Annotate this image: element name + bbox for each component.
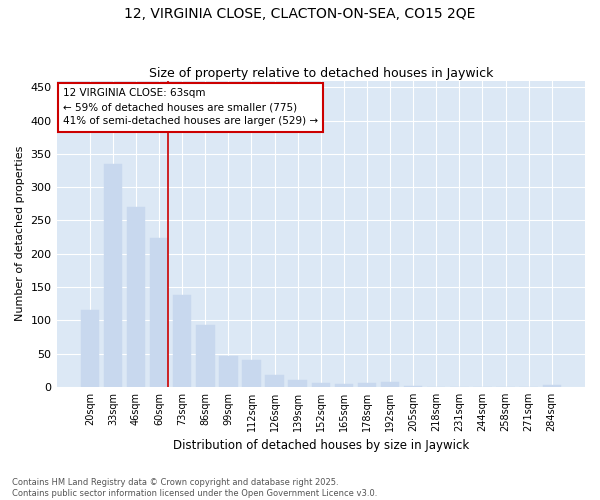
- Text: 12, VIRGINIA CLOSE, CLACTON-ON-SEA, CO15 2QE: 12, VIRGINIA CLOSE, CLACTON-ON-SEA, CO15…: [124, 8, 476, 22]
- Bar: [265, 375, 284, 387]
- Bar: [173, 295, 191, 387]
- Bar: [150, 238, 169, 387]
- Bar: [219, 356, 238, 387]
- Bar: [127, 207, 145, 387]
- Bar: [404, 386, 422, 387]
- Bar: [542, 385, 561, 387]
- Text: 12 VIRGINIA CLOSE: 63sqm
← 59% of detached houses are smaller (775)
41% of semi-: 12 VIRGINIA CLOSE: 63sqm ← 59% of detach…: [63, 88, 318, 126]
- Bar: [104, 164, 122, 387]
- Bar: [358, 383, 376, 387]
- Bar: [80, 310, 99, 387]
- Bar: [242, 360, 261, 387]
- Text: Contains HM Land Registry data © Crown copyright and database right 2025.
Contai: Contains HM Land Registry data © Crown c…: [12, 478, 377, 498]
- Title: Size of property relative to detached houses in Jaywick: Size of property relative to detached ho…: [149, 66, 493, 80]
- Bar: [381, 382, 400, 387]
- X-axis label: Distribution of detached houses by size in Jaywick: Distribution of detached houses by size …: [173, 440, 469, 452]
- Y-axis label: Number of detached properties: Number of detached properties: [15, 146, 25, 322]
- Bar: [289, 380, 307, 387]
- Bar: [335, 384, 353, 387]
- Bar: [311, 383, 330, 387]
- Bar: [196, 325, 215, 387]
